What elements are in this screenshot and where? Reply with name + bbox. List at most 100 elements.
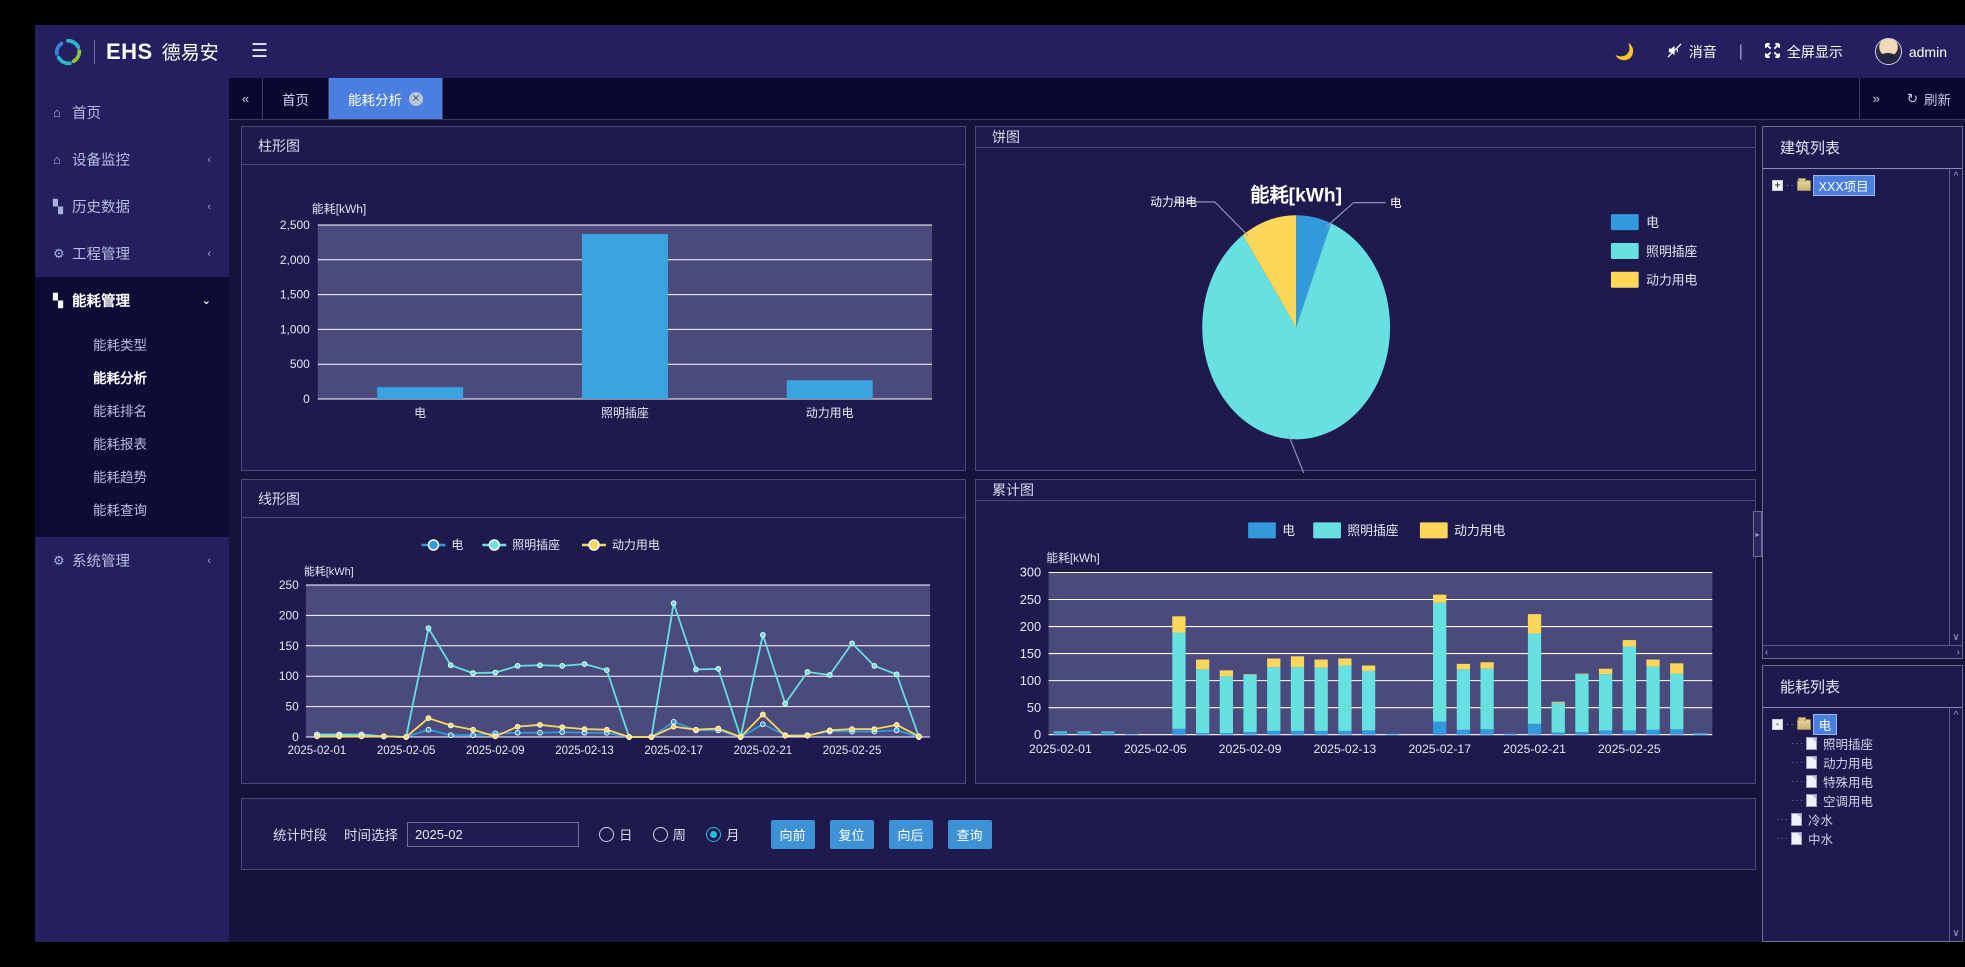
sidebar-item-engineering[interactable]: ⚙ 工程管理 ‹ [35, 230, 229, 277]
file-icon [1806, 794, 1817, 807]
application-window: EHS 德易安 ⌂ 首页 ⌂ 设备监控 ‹ ▚ 历史数据 ‹ ⚙ 工程管理 ‹ [35, 25, 1965, 942]
svg-text:2025-02-01: 2025-02-01 [1029, 742, 1092, 756]
sidebar-item-energy-management[interactable]: ▚ 能耗管理 ⌄ [35, 277, 229, 324]
energy-tree: - ·· 电 ··· 照明插座 ··· [1763, 708, 1962, 941]
sidebar-item-label: 设备监控 [72, 153, 130, 169]
refresh-icon: ↻ [1906, 90, 1918, 106]
tab-scroll-right-button[interactable]: » [1858, 78, 1893, 119]
sidebar-subitem-energy-trend[interactable]: 能耗趋势 [93, 469, 147, 485]
svg-text:200: 200 [279, 608, 299, 622]
svg-text:电: 电 [451, 538, 463, 552]
monitor-icon: ⌂ [53, 152, 61, 167]
file-icon [1806, 737, 1817, 750]
tree-node-label[interactable]: 冷水 [1808, 814, 1834, 828]
tree-node[interactable]: - ·· 电 [1768, 714, 1962, 735]
svg-text:照明插座: 照明插座 [1347, 523, 1398, 538]
building-tree-vscrollbar[interactable]: ^ ∨ [1949, 169, 1962, 645]
sidebar-item-device-monitor[interactable]: ⌂ 设备监控 ‹ [35, 136, 229, 183]
scroll-up-icon[interactable]: ^ [1953, 710, 1959, 721]
date-input[interactable] [407, 821, 579, 847]
query-controls-panel: 统计时段 时间选择 日 周 月 向前 [241, 798, 1756, 870]
sidebar-item-history-data[interactable]: ▚ 历史数据 ‹ [35, 183, 229, 230]
time-select-label: 时间选择 [344, 828, 398, 843]
energy-tree-vscrollbar[interactable]: ^ ∨ [1949, 708, 1962, 941]
radio-month[interactable]: 月 [706, 824, 740, 844]
tree-node-label[interactable]: 电 [1812, 714, 1838, 735]
fullscreen-button[interactable]: 全屏显示 [1749, 42, 1859, 62]
sidebar-subitem-energy-query[interactable]: 能耗查询 [93, 502, 147, 518]
svg-text:1,500: 1,500 [280, 288, 310, 302]
panel-bar-chart: 柱形图 能耗[kWh] 0 500 1,000 1,500 2,000 2,500 电 照明插座… [241, 126, 966, 471]
scroll-right-icon[interactable]: › [1956, 646, 1960, 658]
tree-node-label[interactable]: 特殊用电 [1823, 776, 1874, 790]
svg-text:300: 300 [1020, 565, 1041, 580]
next-button[interactable]: 向后 [888, 819, 933, 849]
tab-home[interactable]: 首页 [263, 78, 329, 119]
close-icon[interactable]: × [409, 91, 423, 106]
tree-node[interactable]: ··· 特殊用电 [1768, 772, 1962, 791]
radio-week[interactable]: 周 [652, 824, 687, 844]
sidebar-subitem-energy-ranking[interactable]: 能耗排名 [93, 403, 147, 419]
scroll-up-icon[interactable]: ^ [1953, 171, 1959, 182]
svg-text:能耗[kWh]: 能耗[kWh] [1046, 551, 1099, 565]
svg-text:动力用电: 动力用电 [1150, 196, 1197, 209]
tree-node-label[interactable]: 动力用电 [1823, 757, 1874, 771]
mute-button[interactable]: 消音 [1651, 42, 1733, 62]
period-label: 统计时段 [273, 828, 327, 843]
sidebar-subitem-energy-type[interactable]: 能耗类型 [93, 337, 147, 353]
tree-connector: ··· [1791, 776, 1804, 787]
collapse-right-panel-handle[interactable]: ▸ [1753, 511, 1762, 557]
user-menu[interactable]: admin [1859, 38, 1947, 65]
hamburger-icon[interactable]: ☰ [251, 41, 269, 62]
panel-pie-chart: 饼图 能耗[kWh]电动力用电照明插座电照明插座动力用电 [975, 126, 1756, 474]
scroll-down-icon[interactable]: ∨ [1952, 928, 1960, 939]
brand-name-cn: 德易安 [161, 43, 219, 64]
sidebar-subitem-energy-analysis[interactable]: 能耗分析 [93, 370, 147, 386]
panel-title-pie: 饼图 [976, 127, 1755, 148]
svg-text:1,000: 1,000 [280, 322, 310, 336]
chevron-left-icon: ‹ [207, 247, 211, 260]
prev-button[interactable]: 向前 [770, 819, 815, 849]
scroll-left-icon[interactable]: ‹ [1765, 646, 1769, 658]
tree-node[interactable]: + ·· XXX项目 [1768, 175, 1962, 196]
tree-node-label[interactable]: 中水 [1808, 833, 1834, 847]
svg-text:电: 电 [1282, 523, 1295, 538]
collapse-toggle-icon[interactable]: - [1772, 719, 1783, 730]
tree-node-label[interactable]: XXX项目 [1812, 175, 1875, 196]
query-button[interactable]: 查询 [947, 819, 992, 849]
sidebar-subitem-energy-report[interactable]: 能耗报表 [93, 436, 147, 452]
svg-text:电: 电 [414, 406, 426, 420]
tree-node[interactable]: ··· 动力用电 [1768, 753, 1962, 772]
tab-scroll-left-button[interactable]: « [229, 78, 263, 119]
tree-node[interactable]: ··· 空调用电 [1768, 791, 1962, 810]
pie-chart[interactable]: 能耗[kWh]电动力用电照明插座电照明插座动力用电 [976, 148, 1755, 474]
svg-text:2025-02-21: 2025-02-21 [1503, 742, 1566, 756]
expand-toggle-icon[interactable]: + [1772, 180, 1783, 191]
sidebar-item-home[interactable]: ⌂ 首页 [35, 89, 229, 136]
reset-button[interactable]: 复位 [829, 819, 874, 849]
svg-text:照明插座: 照明插座 [1646, 244, 1697, 259]
tree-node-label[interactable]: 空调用电 [1823, 795, 1874, 809]
theme-toggle-button[interactable]: 🌙 [1599, 42, 1651, 62]
moon-icon: 🌙 [1614, 43, 1635, 61]
radio-day[interactable]: 日 [599, 824, 633, 844]
tree-connector: ··· [1791, 738, 1804, 749]
scroll-down-icon[interactable]: ∨ [1952, 632, 1960, 643]
radio-week-label: 周 [672, 828, 687, 843]
bar-chart-body: 能耗[kWh] 0 500 1,000 1,500 2,000 2,500 电 照明插座 动力用电 [242, 165, 965, 470]
tree-node[interactable]: ··· 照明插座 [1768, 734, 1962, 753]
svg-text:100: 100 [1020, 673, 1041, 688]
radio-month-indicator [706, 826, 721, 842]
tree-node[interactable]: ··· 中水 [1768, 829, 1962, 848]
building-list-title: 建筑列表 [1763, 127, 1962, 169]
tab-energy-analysis[interactable]: 能耗分析 × [329, 78, 443, 119]
bar-chart[interactable]: 能耗[kWh] 0 500 1,000 1,500 2,000 2,500 电 照明插座 动力用电 [242, 165, 965, 470]
refresh-button[interactable]: ↻ 刷新 [1893, 78, 1965, 119]
tree-node[interactable]: ··· 冷水 [1768, 810, 1962, 829]
tree-node-label[interactable]: 照明插座 [1823, 738, 1874, 752]
sidebar-item-system-management[interactable]: ⚙ 系统管理 ‹ [35, 537, 229, 584]
panel-title-line: 线形图 [242, 480, 965, 518]
building-tree-hscrollbar[interactable]: ‹ › [1763, 645, 1962, 658]
